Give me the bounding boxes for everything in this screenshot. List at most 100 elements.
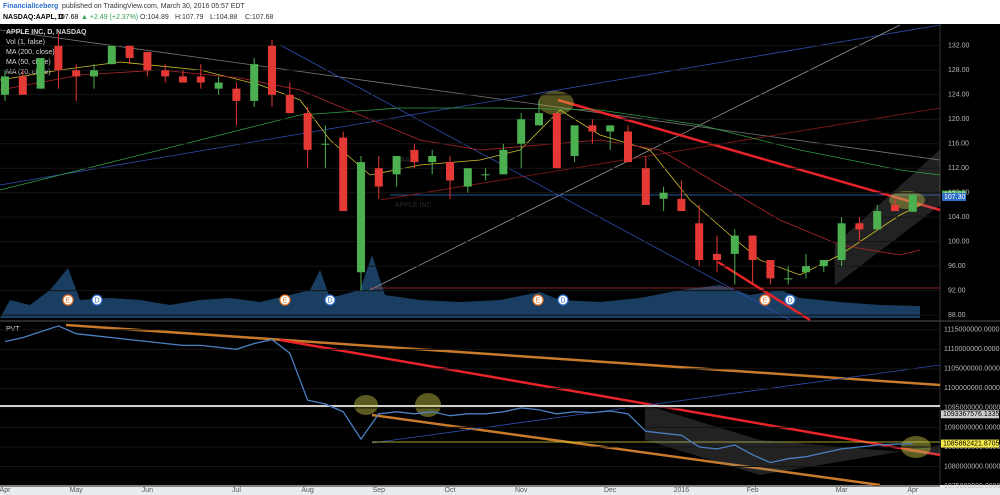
candle-body (552, 113, 561, 169)
y-tick-label: 116.00 (948, 141, 969, 148)
pvt-channel (645, 405, 940, 475)
event-label: D (327, 297, 332, 304)
symbol: NASDAQ:AAPL, D (3, 14, 64, 21)
candle-body (481, 174, 490, 176)
candle-body (321, 143, 330, 145)
pvt-trendline (279, 338, 941, 457)
legend-title: APPLE INC, D, NASDAQ (6, 29, 87, 36)
candle-body (891, 204, 899, 212)
x-tick-label: 2016 (674, 487, 690, 494)
candle-body (357, 162, 365, 273)
event-label: E (536, 297, 541, 304)
candle-body (428, 155, 437, 163)
y-tick-label: 1075000000.0000 (944, 483, 1000, 490)
y-tick-label: 112.00 (948, 165, 969, 172)
candle-body (232, 88, 241, 101)
y-tick-label: 124.00 (948, 92, 970, 99)
trendline (369, 24, 901, 291)
candle-body (268, 45, 276, 95)
y-tick-label: 120.00 (948, 116, 970, 123)
candle-body (748, 235, 757, 261)
x-tick-label: Aug (301, 487, 314, 494)
legend-item: MA (50, close) (6, 59, 51, 66)
ma-200 (0, 107, 941, 191)
price-label: 107.30 (944, 194, 966, 201)
pvt-line (4, 325, 913, 464)
price-label-bg (942, 192, 966, 201)
x-tick-label: Oct (445, 487, 456, 494)
change: ▲ +2.49 (+2.37%) (81, 14, 138, 21)
x-tick-label: Jun (142, 487, 153, 494)
last-price: 107.68 (57, 14, 79, 21)
candle-body (161, 70, 170, 77)
y-tick-label: 92.00 (948, 287, 966, 294)
event-label: E (283, 297, 288, 304)
candle-body (819, 260, 828, 267)
event-marker (532, 294, 544, 306)
candle-body (463, 168, 472, 187)
volume-area (0, 255, 920, 318)
ma-20 (0, 61, 921, 276)
event-marker (759, 294, 771, 306)
candle-body (446, 162, 454, 181)
event-marker (62, 294, 74, 306)
candle-body (713, 253, 721, 261)
y-tick-label: 96.00 (948, 263, 966, 270)
candle-body (570, 125, 579, 156)
event-marker (324, 294, 336, 306)
x-tick-label: Mar (836, 487, 849, 494)
candle-body (410, 149, 419, 163)
candle-body (392, 155, 401, 175)
time-axis-bg (0, 485, 1000, 495)
candle-body (517, 119, 526, 144)
candle-body (730, 235, 739, 254)
level-label-bg (941, 410, 999, 419)
y-tick-label: 1110000000.0000 (944, 346, 1000, 353)
x-tick-label: Apr (0, 487, 11, 494)
y-tick-label: 88.00 (948, 312, 966, 319)
candle-body (250, 64, 259, 101)
candle-body (873, 211, 882, 230)
candle-body (90, 70, 98, 77)
y-tick-label: 1095000000.0000 (944, 405, 1000, 412)
candle-body (802, 266, 810, 273)
candle-body (54, 45, 63, 71)
candle-body (624, 131, 632, 163)
event-marker (279, 294, 291, 306)
open: O:104.89 (140, 14, 169, 21)
candle-body (143, 51, 152, 71)
candle-body (18, 76, 27, 95)
candle-body (196, 76, 205, 83)
candle-body (535, 113, 543, 126)
candle-body (766, 260, 775, 279)
candle-body (72, 70, 81, 77)
level-label-bg (941, 439, 999, 448)
y-tick-label: 1100000000.0000 (944, 385, 1000, 392)
event-label: E (763, 297, 768, 304)
y-tick-label: 104.00 (948, 214, 970, 221)
candle-body (285, 94, 294, 114)
x-tick-label: May (70, 487, 84, 494)
published: published on TradingView.com, March 30, … (62, 3, 245, 10)
y-tick-label: 132.00 (948, 43, 970, 50)
pvt-trendline (65, 323, 941, 387)
x-tick-label: Feb (747, 487, 759, 494)
candle-body (695, 223, 704, 261)
pvt-trendline (371, 364, 941, 444)
candle-body (339, 137, 348, 212)
level-label: 1093367576.1335 (943, 411, 1000, 418)
y-tick-label: 100.00 (948, 239, 970, 246)
legend: APPLE INC, D, NASDAQ Vol (1, false) MA (… (6, 29, 87, 76)
y-tick-label: 1080000000.0000 (944, 463, 1000, 470)
red-trendline (557, 98, 941, 212)
event-label: D (560, 297, 565, 304)
candle-body (641, 168, 650, 205)
highlight (415, 393, 441, 417)
candle-body (499, 149, 508, 175)
highlight (354, 395, 378, 415)
y-tick-label: 1090000000.0000 (944, 424, 1000, 431)
level-label: 1085862421.8705 (943, 440, 1000, 447)
event-label: E (66, 297, 71, 304)
event-marker (784, 294, 796, 306)
legend-item: MA (20, close) (6, 69, 51, 76)
